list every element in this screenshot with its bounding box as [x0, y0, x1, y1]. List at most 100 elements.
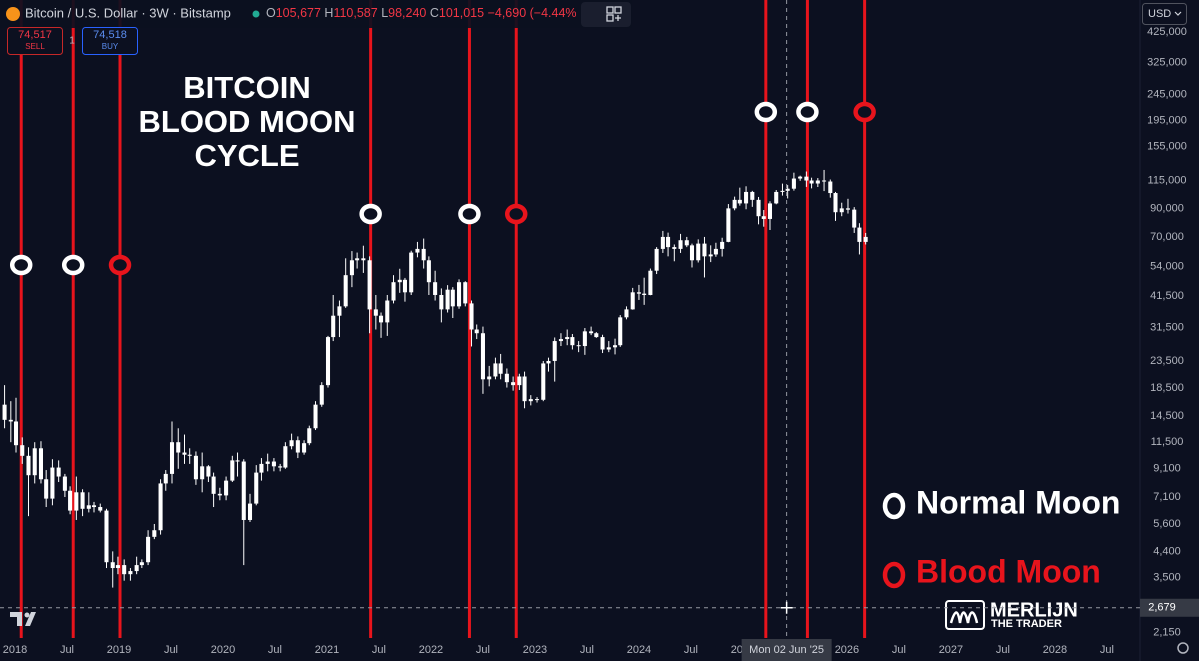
crosshair-date-box — [741, 639, 832, 661]
axes: 425,000 325,000 245,000 195,000 155,000 115,0… — [3, 26, 1187, 656]
candle-body — [355, 258, 360, 261]
header-bar — [0, 0, 632, 28]
candle-body — [302, 443, 307, 453]
candle-body — [146, 536, 151, 563]
y-tick-label: 54,000 — [1150, 260, 1184, 272]
candle-body — [439, 294, 444, 310]
ohlc-key: O — [266, 6, 276, 20]
candle-body — [325, 337, 331, 386]
candle-body — [600, 337, 605, 350]
candle-body — [426, 260, 431, 283]
candle-body — [780, 190, 785, 192]
layout-icon[interactable] — [581, 2, 631, 27]
x-tick-label: Jul — [996, 644, 1010, 656]
candle-body — [713, 248, 718, 255]
x-tick-label: Jul — [60, 644, 74, 656]
y-tick-label: 155,000 — [1147, 140, 1187, 152]
candle-body — [785, 188, 790, 191]
watermark: MERLIJN THE TRADER — [945, 599, 1078, 630]
buy-label: BUY — [102, 42, 119, 51]
buy-button[interactable]: 74,518 BUY — [82, 27, 138, 55]
y-tick-label: 195,000 — [1147, 114, 1187, 126]
legend-label: Normal Moon — [916, 484, 1120, 520]
x-tick-label: 2021 — [315, 644, 339, 656]
candle-body — [815, 180, 820, 184]
ohlc-key: L — [381, 6, 388, 20]
x-tick-label: 2027 — [939, 644, 963, 656]
y-tick-label: 23,500 — [1150, 355, 1184, 367]
candle-body — [522, 376, 527, 402]
candle-body — [373, 309, 378, 316]
candle-body — [38, 448, 44, 480]
candle-body — [493, 363, 498, 377]
y-tick-label: 245,000 — [1147, 88, 1187, 100]
candle-body — [152, 530, 157, 537]
legend-label: Blood Moon — [916, 553, 1101, 589]
candle-body — [409, 252, 414, 293]
spread: 1 — [69, 36, 75, 47]
candle-body — [552, 341, 557, 361]
buy-box[interactable] — [82, 27, 138, 55]
candle-body — [511, 382, 516, 386]
ohlc-value: 105,677 — [276, 6, 321, 20]
y-tick-label: 5,600 — [1153, 518, 1181, 530]
candle-body — [570, 337, 575, 346]
candle-body — [463, 282, 468, 304]
candle-body — [122, 565, 127, 575]
crosshair-date: Mon 02 Jun '25 — [749, 644, 824, 656]
ohlc-key: H — [324, 6, 333, 20]
candle-body — [80, 492, 85, 509]
candle-body — [13, 421, 19, 446]
candle-body — [211, 476, 216, 494]
candle-body — [845, 208, 851, 210]
candle-body — [744, 191, 749, 204]
symbol-icon — [6, 7, 20, 21]
icon-bg[interactable] — [581, 2, 631, 27]
chart-title: CYCLE — [194, 138, 299, 173]
platform-logo — [10, 612, 36, 626]
currency-select[interactable]: USD — [1142, 3, 1187, 25]
candle-body — [8, 419, 13, 422]
icon-part — [606, 14, 614, 22]
candle-body — [283, 446, 288, 468]
candle-body — [343, 275, 348, 307]
candle-body — [606, 347, 611, 350]
candle-body — [737, 199, 742, 204]
legend-swatch — [882, 561, 906, 589]
sell-box[interactable] — [7, 27, 63, 55]
candle-body — [74, 492, 79, 511]
settings-icon[interactable] — [1177, 642, 1189, 654]
icon-part — [614, 6, 622, 14]
candle-body — [642, 293, 647, 295]
candle-body — [44, 479, 49, 499]
candle-body — [565, 337, 570, 340]
y-tick-label: 115,000 — [1148, 174, 1187, 186]
candle-body — [474, 329, 479, 334]
candle-body — [613, 345, 618, 348]
candle-body — [230, 460, 235, 481]
candle-body — [193, 455, 198, 480]
candle-body — [648, 270, 653, 295]
candle-body — [582, 331, 587, 347]
cursor — [780, 601, 793, 614]
x-tick-label: Jul — [372, 644, 386, 656]
y-tick-label: 41,500 — [1150, 290, 1184, 302]
candle-body — [128, 571, 133, 575]
candle-body — [624, 309, 629, 318]
sell-price: 74,517 — [18, 29, 52, 41]
candle-body — [259, 463, 264, 473]
candle-body — [337, 306, 342, 316]
candle-body — [91, 505, 97, 508]
moon-marker — [108, 254, 132, 276]
candle-body — [200, 466, 205, 480]
moon-marker — [796, 101, 819, 123]
candle-body — [433, 282, 438, 295]
candle-body — [20, 445, 25, 456]
candle-body — [630, 292, 635, 310]
candle-body — [732, 199, 737, 209]
candle-body — [594, 333, 599, 338]
currency-box[interactable] — [1142, 3, 1187, 25]
sell-button[interactable]: 74,517 SELL — [7, 27, 63, 55]
